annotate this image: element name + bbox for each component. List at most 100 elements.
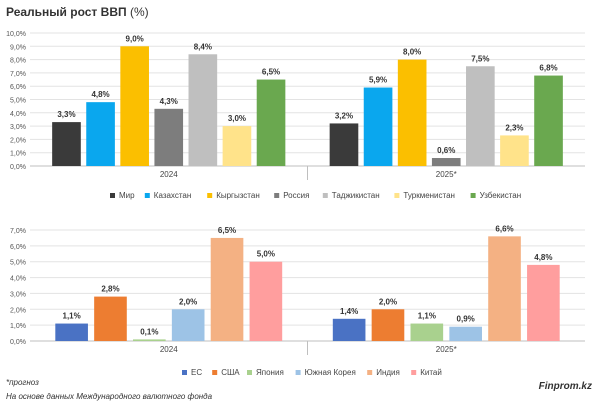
top-y-tick-label: 4,0%	[10, 111, 26, 118]
top-legend-label: Кыргызстан	[216, 191, 260, 200]
chart-title: Реальный рост ВВП (%)	[6, 5, 149, 19]
top-legend-swatch	[207, 193, 213, 198]
top-y-tick-label: 7,0%	[10, 71, 26, 78]
bottom-bar	[371, 309, 405, 341]
top-bar	[222, 126, 252, 166]
bottom-y-tick-label: 4,0%	[10, 276, 26, 283]
top-bar	[363, 87, 393, 166]
bottom-bar	[410, 323, 444, 341]
bottom-data-label: 1,1%	[418, 312, 436, 321]
bottom-data-label: 6,5%	[218, 226, 236, 235]
top-data-label: 6,5%	[262, 68, 280, 77]
bottom-legend-swatch	[247, 370, 252, 375]
brand-logo: Finprom.kz	[538, 381, 592, 392]
chart-top: 0,0% 1,0% 2,0% 3,0% 4,0% 5,0% 6,0% 7,0% 8,0% 9,0%…	[6, 31, 585, 200]
top-data-label: 8,0%	[403, 48, 421, 57]
top-bar	[534, 75, 563, 166]
top-legend-swatch	[110, 193, 115, 198]
bottom-y-tick-label: 5,0%	[10, 260, 26, 267]
top-bar	[154, 108, 184, 166]
bottom-legend-label: США	[221, 368, 240, 377]
bottom-bar	[488, 236, 521, 341]
bottom-legend-label: Япония	[256, 368, 284, 377]
top-bar	[86, 102, 115, 166]
bottom-legend-swatch	[182, 370, 187, 375]
top-legend-label: Узбекистан	[480, 191, 522, 200]
bottom-y-tick-label: 3,0%	[10, 291, 26, 298]
top-y-tick-label: 0,0%	[10, 164, 26, 171]
bottom-data-label: 2,0%	[379, 297, 397, 306]
top-y-tick-label: 2,0%	[10, 137, 26, 144]
bottom-y-tick-label: 6,0%	[10, 244, 26, 251]
top-data-label: 4,3%	[160, 97, 178, 106]
bottom-data-label: 4,8%	[534, 253, 552, 262]
bottom-bar	[332, 318, 366, 341]
top-legend-swatch	[394, 193, 400, 198]
top-legend-label: Казахстан	[154, 191, 192, 200]
bottom-x-tick-label: 2025*	[436, 345, 457, 354]
top-legend-swatch	[470, 193, 476, 198]
bottom-data-label: 1,4%	[340, 307, 358, 316]
bottom-legend-label: Китай	[420, 368, 442, 377]
bottom-bar	[449, 326, 482, 341]
top-legend-swatch	[144, 193, 150, 198]
bottom-legend-label: Индия	[376, 368, 400, 377]
bottom-legend-swatch	[295, 370, 301, 375]
bottom-legend-label: ЕС	[191, 368, 202, 377]
bottom-data-label: 1,1%	[63, 312, 81, 321]
top-data-label: 3,2%	[335, 111, 353, 120]
top-legend-swatch	[274, 193, 280, 198]
top-x-tick-label: 2024	[160, 170, 178, 179]
top-bar	[120, 46, 149, 166]
bottom-bar	[527, 264, 560, 341]
bottom-y-tick-label: 1,0%	[10, 323, 26, 330]
source-note: На основе данных Международного валютног…	[6, 392, 213, 401]
top-bar	[188, 54, 218, 166]
top-y-tick-label: 1,0%	[10, 151, 26, 158]
top-legend-label: Россия	[283, 191, 309, 200]
top-data-label: 7,5%	[471, 54, 489, 63]
top-bar	[329, 123, 359, 166]
top-bar	[256, 79, 286, 166]
bottom-data-label: 5,0%	[257, 250, 275, 259]
top-y-tick-label: 10,0%	[6, 31, 26, 38]
top-bar	[500, 135, 529, 166]
bottom-bar	[133, 339, 166, 341]
bottom-data-label: 0,9%	[457, 315, 475, 324]
top-legend-label: Туркменистан	[403, 191, 455, 200]
bottom-x-tick-label: 2024	[160, 345, 178, 354]
top-y-tick-label: 9,0%	[10, 44, 26, 51]
top-y-tick-label: 8,0%	[10, 58, 26, 65]
chart-bottom: 0,0% 1,0% 2,0% 3,0% 4,0% 5,0% 6,0% 7,0% 1,1% 2,8%…	[10, 224, 585, 377]
bottom-y-tick-label: 0,0%	[10, 339, 26, 346]
top-bar	[397, 59, 427, 166]
top-y-tick-label: 6,0%	[10, 84, 26, 91]
top-x-tick-label: 2025*	[436, 170, 457, 179]
top-data-label: 6,8%	[539, 64, 557, 73]
top-legend-swatch	[322, 193, 328, 198]
top-legend-label: Мир	[119, 191, 135, 200]
bottom-y-tick-label: 7,0%	[10, 228, 26, 235]
top-data-label: 0,6%	[437, 146, 455, 155]
top-bar	[52, 122, 81, 166]
top-data-label: 2,3%	[505, 123, 523, 132]
bottom-bar	[55, 323, 88, 341]
bottom-bar	[210, 237, 244, 341]
bottom-legend-label: Южная Корея	[305, 368, 356, 377]
top-data-label: 3,3%	[57, 110, 75, 119]
top-y-tick-label: 3,0%	[10, 124, 26, 131]
bottom-data-label: 0,1%	[140, 327, 158, 336]
top-y-tick-label: 5,0%	[10, 98, 26, 105]
bottom-y-tick-label: 2,0%	[10, 307, 26, 314]
bottom-legend-swatch	[411, 370, 417, 375]
top-data-label: 5,9%	[369, 76, 387, 85]
top-bar	[466, 66, 495, 166]
top-bar	[431, 158, 461, 166]
forecast-footnote: *прогноз	[6, 378, 39, 387]
bottom-legend-swatch	[212, 370, 218, 375]
top-data-label: 9,0%	[126, 34, 144, 43]
top-data-label: 8,4%	[194, 42, 212, 51]
bottom-bar	[249, 261, 283, 341]
bottom-data-label: 6,6%	[495, 224, 513, 233]
top-data-label: 3,0%	[228, 114, 246, 123]
